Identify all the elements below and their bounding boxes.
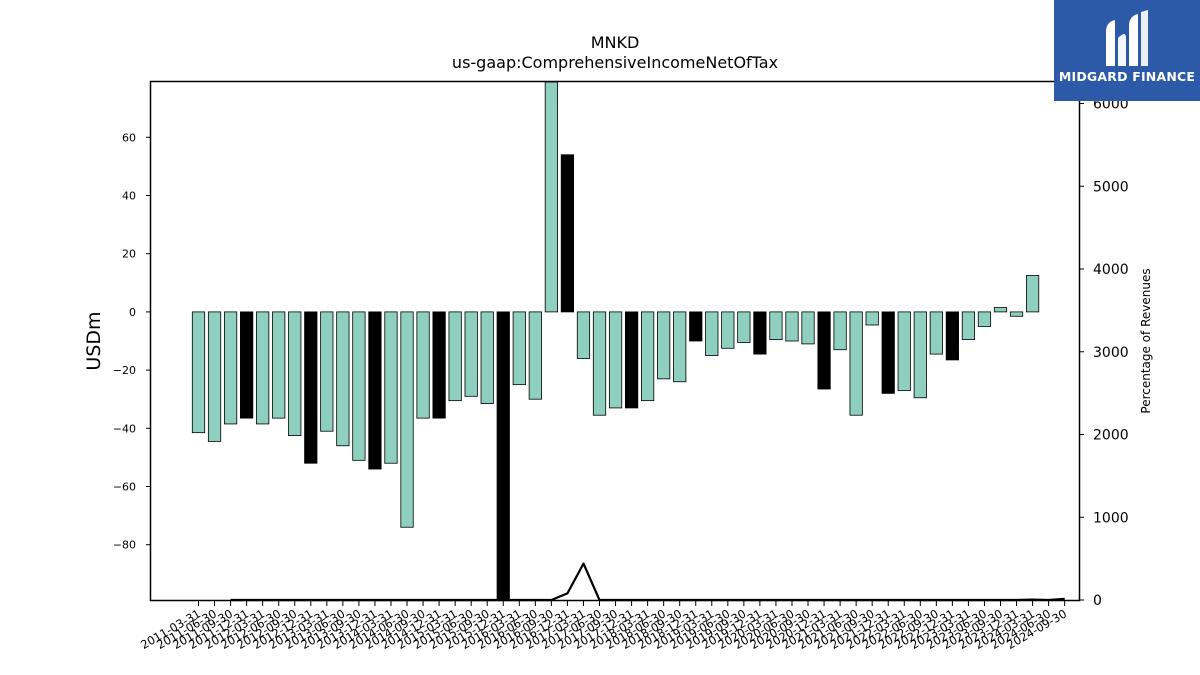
bar [1025, 275, 1040, 313]
bar [400, 311, 414, 528]
bar [897, 311, 911, 391]
bar [560, 154, 575, 313]
bar [576, 311, 591, 359]
bar [624, 311, 639, 409]
bar [304, 311, 318, 464]
bar [753, 311, 767, 355]
y-tick-label: 0 [129, 306, 136, 319]
bar [336, 311, 350, 447]
bar [769, 311, 783, 340]
y2-axis-label: Percentage of Revenues [1139, 268, 1153, 413]
bar [785, 311, 799, 342]
bar [817, 311, 831, 390]
bar [801, 311, 815, 345]
bar [272, 311, 286, 419]
bar [641, 311, 655, 402]
y-tick-label: −40 [113, 422, 136, 435]
bar [689, 311, 703, 342]
midgard-logo-icon [1106, 10, 1148, 66]
chart-title: MNKD [591, 33, 640, 52]
y-tick-label: 40 [122, 189, 136, 202]
bar [945, 311, 959, 361]
bar [480, 311, 494, 404]
y2-tick-label: 5000 [1093, 179, 1129, 195]
bar [961, 311, 976, 340]
bar [496, 311, 510, 601]
plot-frame [149, 80, 1081, 602]
bar [416, 311, 430, 419]
y-axis-label: USDm [83, 311, 105, 370]
bar [881, 311, 895, 394]
bar [929, 311, 943, 355]
bar [592, 311, 607, 416]
y-tick-label: 60 [122, 131, 136, 144]
bar [240, 311, 254, 419]
bar [191, 311, 206, 434]
bar [737, 311, 751, 343]
bar [464, 311, 478, 397]
bar [1009, 311, 1024, 317]
bar [673, 311, 687, 383]
y2-tick-label: 2000 [1093, 428, 1129, 444]
bar [657, 311, 671, 380]
bar [913, 311, 927, 399]
y-tick-label: 20 [122, 248, 136, 261]
bar [544, 81, 558, 313]
bar [528, 311, 542, 400]
x-axis-ticks: 2011-03-312011-06-302011-09-302011-12-31… [138, 600, 1069, 652]
bar [368, 311, 382, 470]
y2-tick-label: 0 [1093, 593, 1102, 609]
bar [977, 311, 992, 327]
bar [512, 311, 526, 386]
y-axis-ticks: −80 −60 −40 −20 0 20 40 60 [113, 131, 151, 552]
percentage-line [230, 562, 1065, 602]
bar [223, 311, 238, 425]
bar [320, 311, 334, 432]
bar [721, 311, 735, 349]
bar [705, 311, 719, 356]
bar [256, 311, 270, 425]
bar [432, 311, 446, 419]
y-tick-label: −20 [113, 364, 136, 377]
bar [865, 311, 879, 326]
bar [288, 311, 302, 436]
chart-subtitle: us-gaap:ComprehensiveIncomeNetOfTax [452, 53, 778, 72]
bar [993, 307, 1008, 313]
bar [849, 311, 863, 416]
bar [448, 311, 462, 402]
midgard-finance-logo: MIDGARD FINANCE [1054, 0, 1200, 101]
y-tick-label: −60 [113, 481, 136, 494]
bar [352, 311, 366, 461]
bar-series [191, 81, 1040, 601]
bar [384, 311, 398, 464]
y-tick-label: −80 [113, 539, 136, 552]
y2-tick-label: 4000 [1093, 262, 1129, 278]
y2-tick-label: 3000 [1093, 345, 1129, 361]
y2-tick-label: 1000 [1093, 510, 1129, 526]
bar [608, 311, 623, 409]
logo-text: MIDGARD FINANCE [1058, 69, 1196, 84]
bar [833, 311, 847, 351]
bar [207, 311, 222, 442]
